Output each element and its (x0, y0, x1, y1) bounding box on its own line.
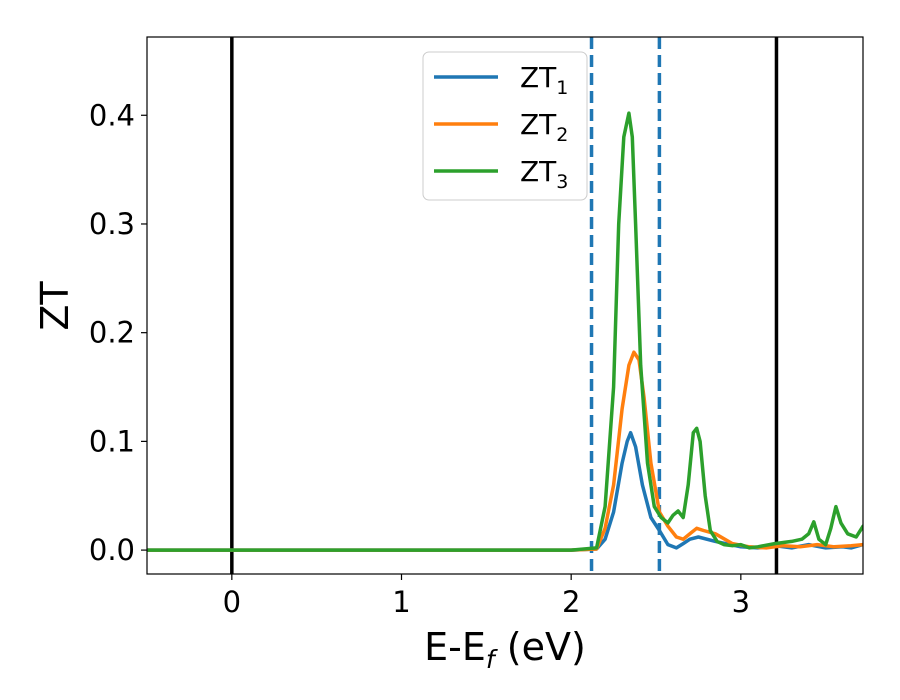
x-tick-label: 0 (223, 585, 241, 619)
y-tick-label: 0.4 (89, 98, 135, 132)
legend-label-base: ZT (520, 61, 557, 94)
legend-label-sub: 3 (556, 171, 568, 193)
x-tick-label: 1 (392, 585, 410, 619)
y-tick-label: 0.2 (89, 316, 135, 350)
legend-label-base: ZT (520, 155, 557, 188)
y-axis-label: ZT (33, 281, 77, 331)
series-line-zt3 (147, 111, 863, 552)
legend-label-zt2: ZT2 (520, 108, 568, 146)
x-axis-label-unit: (eV) (495, 625, 586, 669)
series-line-zt2 (147, 350, 863, 552)
legend-label-base: ZT (520, 108, 557, 141)
legend-label-sub: 1 (556, 77, 568, 99)
legend-label-sub: 2 (556, 124, 568, 146)
reference-lines (230, 37, 779, 574)
y-tick-label: 0.3 (89, 207, 135, 241)
y-axis: 0.0 0.1 0.2 0.3 0.4 (89, 98, 147, 567)
y-tick-label: 0.0 (89, 533, 135, 567)
x-axis-label: E-Ef (eV) (424, 625, 586, 674)
x-tick-label: 2 (562, 585, 580, 619)
legend-label-zt3: ZT3 (520, 155, 568, 193)
legend-label-zt1: ZT1 (520, 61, 568, 99)
x-axis-label-base: E-E (424, 625, 486, 669)
y-tick-label: 0.1 (89, 424, 135, 458)
x-tick-label: 3 (732, 585, 750, 619)
legend-box (422, 51, 588, 201)
series-layer (147, 111, 863, 552)
x-axis: 0 1 2 3 (223, 574, 750, 619)
plot-frame (146, 36, 864, 575)
